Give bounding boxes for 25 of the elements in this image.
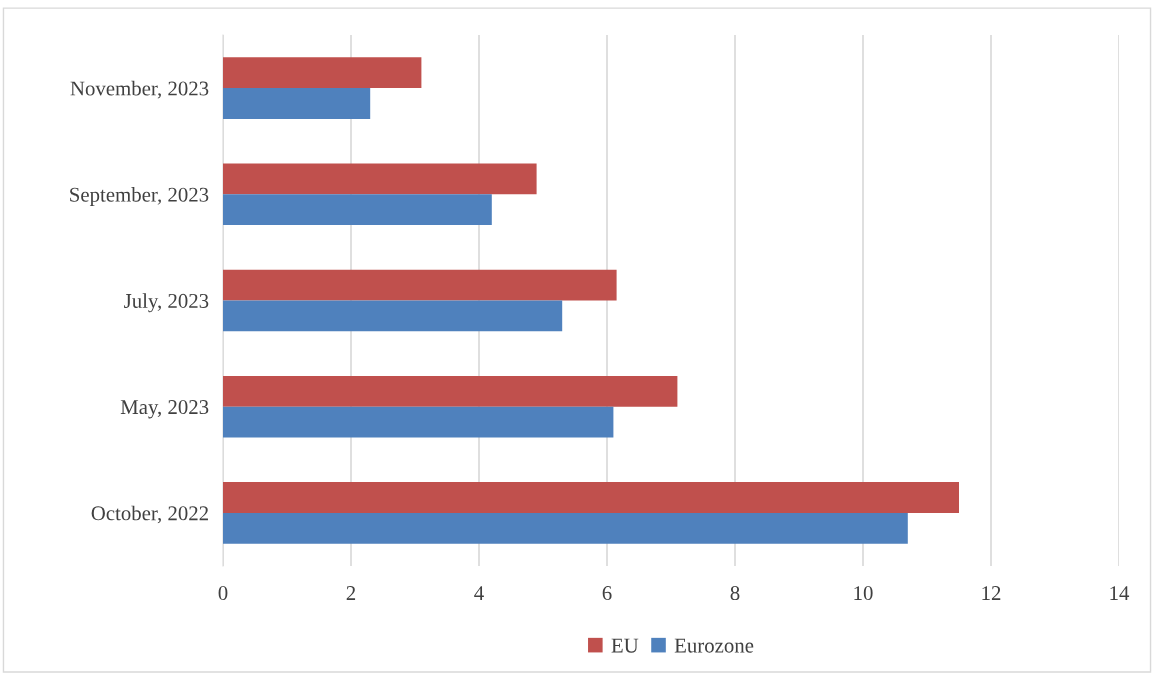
- y-tick-label: September, 2023: [70, 187, 209, 206]
- x-tick-label: 2: [346, 586, 356, 600]
- bar: [223, 163, 537, 195]
- bar: [223, 194, 492, 226]
- bar: [223, 512, 908, 544]
- x-tick-label: 4: [474, 586, 484, 600]
- y-tick-label: July, 2023: [124, 293, 209, 313]
- y-tick-label: May, 2023: [120, 400, 209, 419]
- bar: [223, 300, 563, 332]
- x-tick-label: 8: [730, 586, 740, 601]
- bar: [223, 88, 371, 119]
- bar: [223, 375, 678, 407]
- legend-label: Eurozone: [674, 638, 754, 653]
- x-tick-label: 0: [218, 586, 228, 601]
- bar: [223, 57, 422, 89]
- y-tick-label: November, 2023: [70, 80, 209, 99]
- bar: [223, 269, 617, 301]
- x-tick-label: 10: [854, 586, 873, 601]
- x-tick-label: 6: [602, 586, 612, 601]
- legend-label: EU: [611, 638, 639, 653]
- y-tick-label: October, 2022: [91, 505, 208, 524]
- x-tick-label: 12: [982, 586, 1001, 600]
- bar: [223, 406, 614, 438]
- x-tick-label: 14: [1110, 586, 1130, 600]
- bar: [223, 482, 959, 513]
